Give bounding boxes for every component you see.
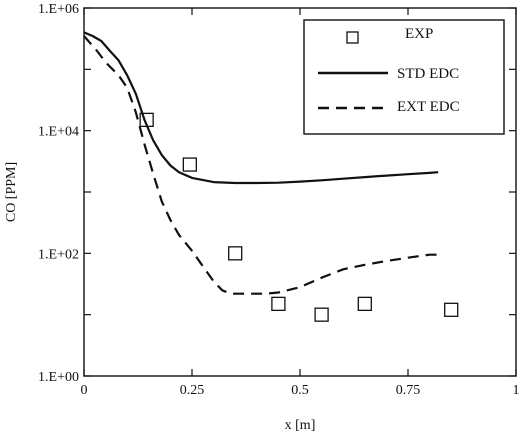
legend-ext-label: EXT EDC	[397, 99, 460, 115]
y-tick-label: 1.E+00	[38, 370, 79, 385]
legend: EXP STD EDC EXT EDC	[303, 19, 505, 135]
legend-std-label: STD EDC	[397, 66, 459, 82]
legend-box	[303, 19, 505, 135]
x-tick-label: 0	[81, 383, 88, 398]
data-point-exp	[271, 296, 286, 312]
x-axis-label: x [m]	[285, 418, 316, 433]
plot-series	[83, 31, 459, 322]
y-axis-ticks: 1.E+00 1.E+02 1.E+04 1.E+06	[38, 2, 516, 385]
legend-exp-label: EXP	[405, 26, 433, 42]
x-tick-label: 0.25	[180, 383, 205, 398]
y-tick-label: 1.E+02	[38, 247, 79, 262]
y-axis-label: CO [PPM]	[4, 162, 19, 222]
y-tick-label: 1.E+06	[38, 2, 79, 17]
legend-exp-marker	[346, 31, 359, 44]
data-point-exp	[357, 296, 372, 312]
x-tick-label: 1	[513, 383, 520, 398]
data-point-exp	[314, 307, 329, 322]
x-axis-ticks: 0 0.25 0.5 0.75 1	[81, 8, 520, 398]
series-line-std-edc	[83, 31, 439, 185]
x-tick-label: 0.5	[291, 383, 309, 398]
series-line-ext-edc	[83, 35, 439, 295]
data-point-exp	[444, 302, 459, 317]
data-point-exp	[228, 246, 243, 261]
data-point-exp	[182, 157, 197, 172]
y-tick-label: 1.E+04	[38, 125, 79, 140]
x-tick-label: 0.75	[396, 383, 421, 398]
